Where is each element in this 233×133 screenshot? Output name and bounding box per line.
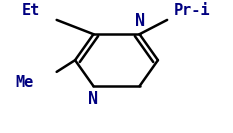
Text: N: N (134, 12, 144, 30)
Text: Et: Et (22, 3, 41, 18)
Text: Me: Me (15, 75, 34, 90)
Text: N: N (89, 90, 99, 108)
Text: Pr-i: Pr-i (174, 3, 211, 18)
